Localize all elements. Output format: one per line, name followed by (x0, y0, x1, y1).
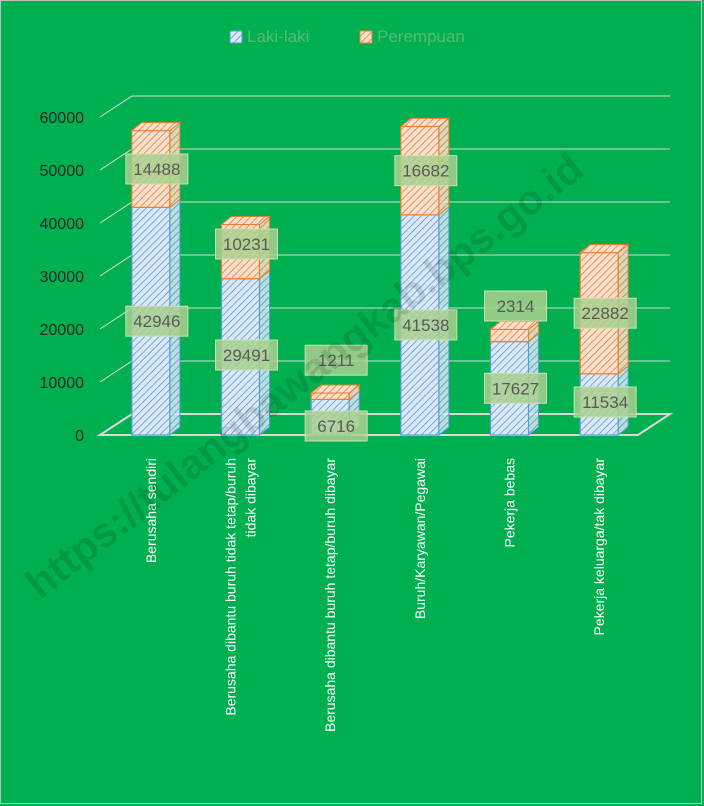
bar-perempuan-5 (489, 328, 530, 343)
gridline (99, 201, 670, 224)
bar-top (399, 117, 451, 127)
category-label: Berusaha dibantu buruh tidak tetap/buruh… (223, 458, 259, 716)
data-label: 11534 (582, 393, 628, 412)
category-label: Pekerja keluarga/tak dibayar (591, 458, 607, 636)
data-label: 41538 (402, 316, 449, 335)
bar-top (578, 244, 630, 254)
legend-label: Perempuan (377, 27, 465, 46)
category-label-line: Berusaha dibantu buruh tetap/buruh dibay… (322, 458, 338, 732)
data-label-box (125, 153, 189, 185)
data-label: 10231 (223, 235, 270, 254)
y-tick-label: 0 (75, 428, 84, 445)
y-tick-label: 40000 (40, 216, 85, 233)
y-tick-label: 60000 (40, 110, 85, 127)
data-label: 29491 (223, 346, 270, 365)
data-label-box (484, 290, 547, 322)
data-label: 14488 (133, 160, 180, 179)
legend-swatch (229, 30, 243, 44)
data-label-box (394, 309, 458, 341)
y-tick-label: 50000 (40, 163, 85, 180)
y-tick-label: 20000 (40, 322, 85, 339)
data-label-box (125, 305, 189, 337)
category-label-line: tidak dibayar (243, 458, 259, 538)
data-label-box (573, 297, 637, 329)
data-label: 42946 (133, 312, 180, 331)
data-label: 1211 (318, 351, 355, 370)
legend-swatch (359, 30, 373, 44)
y-tick-label: 30000 (40, 269, 85, 286)
data-label-box (394, 155, 458, 187)
category-label-line: Pekerja keluarga/tak dibayar (591, 458, 607, 636)
category-label-line: Berusaha dibantu buruh tidak tetap/buruh (223, 458, 239, 716)
legend-label: Laki-laki (247, 27, 309, 46)
data-label-box (215, 228, 278, 260)
bar-top (220, 215, 271, 225)
data-label-box (573, 386, 637, 418)
bar-top (309, 384, 361, 394)
category-label: Berusaha dibantu buruh tetap/buruh dibay… (322, 458, 338, 732)
category-label: Berusaha sendiri (143, 458, 159, 563)
data-label: 2314 (497, 297, 535, 316)
data-label: 22882 (582, 304, 629, 323)
category-label-line: Buruh/Karyawan/Pegawai (412, 458, 428, 619)
gridline (99, 95, 670, 118)
bar-top (130, 122, 182, 132)
data-label-box (304, 344, 368, 376)
data-label: 17627 (492, 379, 539, 398)
data-label: 16682 (402, 162, 449, 181)
data-label-box (484, 372, 547, 404)
category-label-line: Berusaha sendiri (143, 458, 159, 563)
data-label-box (304, 410, 368, 442)
category-label: Buruh/Karyawan/Pegawai (412, 458, 428, 619)
data-label: 6716 (317, 417, 355, 436)
legend: Laki-laki Perempuan (229, 27, 465, 46)
category-label: Pekerja bebas (502, 458, 518, 548)
data-label-box (215, 339, 278, 371)
y-tick-label: 10000 (40, 375, 85, 392)
category-label-line: Pekerja bebas (502, 458, 518, 548)
chart-floor (96, 413, 674, 436)
